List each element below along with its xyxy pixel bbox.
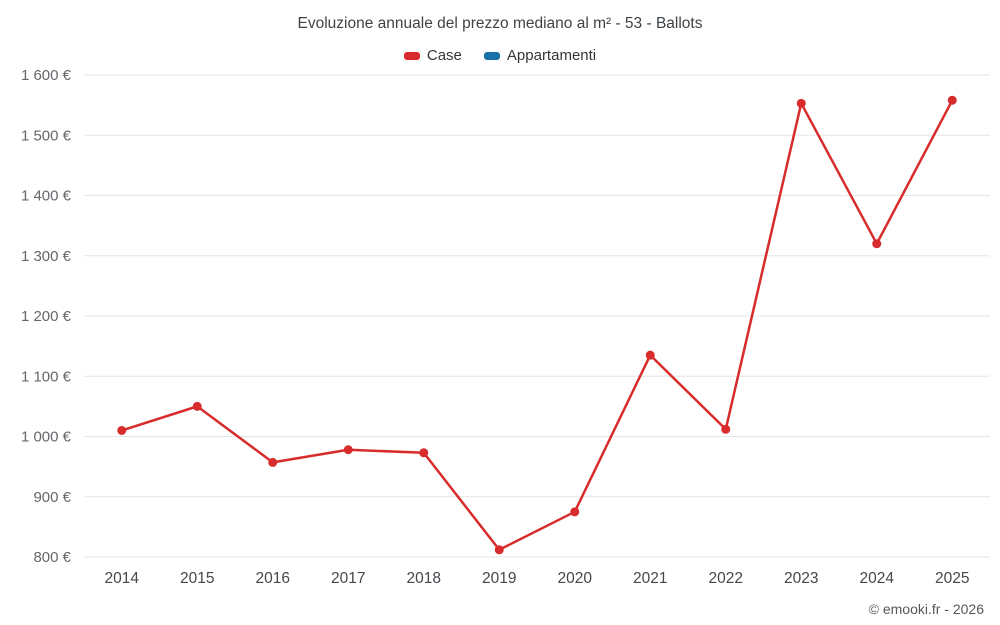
x-axis-tick-label: 2015 xyxy=(180,570,214,587)
x-axis-tick-label: 2021 xyxy=(633,570,667,587)
data-point[interactable] xyxy=(796,98,806,108)
legend-label-case: Case xyxy=(426,47,462,64)
legend-item-case[interactable]: Case xyxy=(403,47,462,64)
data-point[interactable] xyxy=(872,239,882,249)
legend-label-appartamenti: Appartamenti xyxy=(506,47,597,64)
y-axis-tick-label: 1 300 € xyxy=(21,248,72,265)
x-axis-tick-label: 2020 xyxy=(558,570,593,587)
x-axis-tick-label: 2024 xyxy=(860,570,895,587)
y-axis-tick-label: 900 € xyxy=(33,489,71,506)
legend-item-appartamenti[interactable]: Appartamenti xyxy=(483,47,597,64)
x-axis-tick-label: 2017 xyxy=(331,570,365,587)
y-axis-tick-label: 1 000 € xyxy=(21,429,72,446)
data-point[interactable] xyxy=(268,457,278,467)
attribution: © emooki.fr - 2026 xyxy=(868,601,984,617)
data-point[interactable] xyxy=(645,350,655,360)
data-point[interactable] xyxy=(721,424,731,434)
series-line-case xyxy=(120,99,954,552)
y-axis-tick-label: 1 100 € xyxy=(21,368,72,385)
y-axis-tick-label: 1 600 € xyxy=(21,67,72,84)
x-axis-tick-label: 2023 xyxy=(784,570,818,587)
y-axis-tick-label: 1 500 € xyxy=(21,127,72,144)
data-point[interactable] xyxy=(494,545,504,555)
data-point[interactable] xyxy=(117,425,127,435)
x-axis-tick-label: 2016 xyxy=(256,570,290,587)
data-point[interactable] xyxy=(419,448,429,458)
x-axis-tick-label: 2014 xyxy=(105,570,140,587)
legend-swatch-appartamenti xyxy=(483,51,500,60)
data-point[interactable] xyxy=(947,95,957,105)
data-point[interactable] xyxy=(192,401,202,411)
x-axis-tick-label: 2022 xyxy=(709,570,743,587)
legend-swatch-case xyxy=(403,51,420,60)
legend: Case Appartamenti xyxy=(0,47,1000,64)
data-point[interactable] xyxy=(570,507,580,517)
x-axis-tick-label: 2018 xyxy=(407,570,441,587)
y-axis-tick-label: 1 200 € xyxy=(21,308,72,325)
x-axis-tick-label: 2019 xyxy=(482,570,516,587)
data-point[interactable] xyxy=(343,445,353,455)
y-axis-tick-label: 1 400 € xyxy=(21,188,72,205)
x-axis-tick-label: 2025 xyxy=(935,570,969,587)
chart-title: Evoluzione annuale del prezzo mediano al… xyxy=(297,15,703,32)
y-axis-tick-label: 800 € xyxy=(33,549,71,566)
